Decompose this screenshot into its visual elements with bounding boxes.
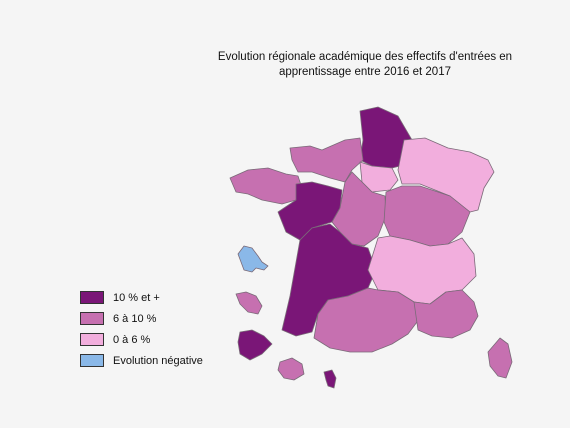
legend-swatch	[80, 354, 104, 367]
region-guadeloupe: Guadeloupe	[237, 245, 269, 273]
region-grand-est: Grand Est	[397, 137, 495, 213]
legend-item-mid: 6 à 10 %	[80, 308, 203, 329]
legend-swatch	[80, 333, 104, 346]
legend-label: 0 à 6 %	[113, 333, 151, 346]
map-title-line-1: Evolution régionale académique des effec…	[217, 51, 513, 63]
legend-swatch	[80, 291, 104, 304]
region-guyane: Guyane	[237, 329, 273, 361]
region-bourgogne-franche-comte: Bourgogne-Franche-Comté	[383, 185, 471, 247]
legend-item-high: 10 % et +	[80, 287, 203, 308]
legend-swatch	[80, 312, 104, 325]
region-paca: Provence-Alpes-Côte d'Azur	[413, 289, 479, 339]
region-normandie: Normandie	[289, 137, 364, 183]
region-la-reunion: La Réunion	[277, 357, 305, 381]
map-title: Evolution régionale académique des effec…	[195, 50, 535, 80]
legend-item-low: 0 à 6 %	[80, 329, 203, 350]
legend-item-negative: Evolution négative	[80, 350, 203, 371]
legend-label: Evolution négative	[113, 354, 203, 367]
legend-label: 6 à 10 %	[113, 312, 157, 325]
region-martinique: Martinique	[235, 291, 263, 315]
map-title-line-2: apprentissage entre 2016 et 2017	[279, 66, 451, 78]
region-centre-val-de-loire: Centre-Val de Loire	[331, 171, 387, 247]
region-bretagne: Bretagne	[229, 167, 303, 205]
region-mayotte: Mayotte	[323, 369, 337, 389]
region-pays-de-la-loire: Pays de la Loire	[277, 181, 343, 241]
region-corse: Corse	[487, 337, 513, 379]
legend-label: 10 % et +	[113, 291, 160, 304]
map-legend: 10 % et + 6 à 10 % 0 à 6 % Evolution nég…	[80, 287, 203, 371]
